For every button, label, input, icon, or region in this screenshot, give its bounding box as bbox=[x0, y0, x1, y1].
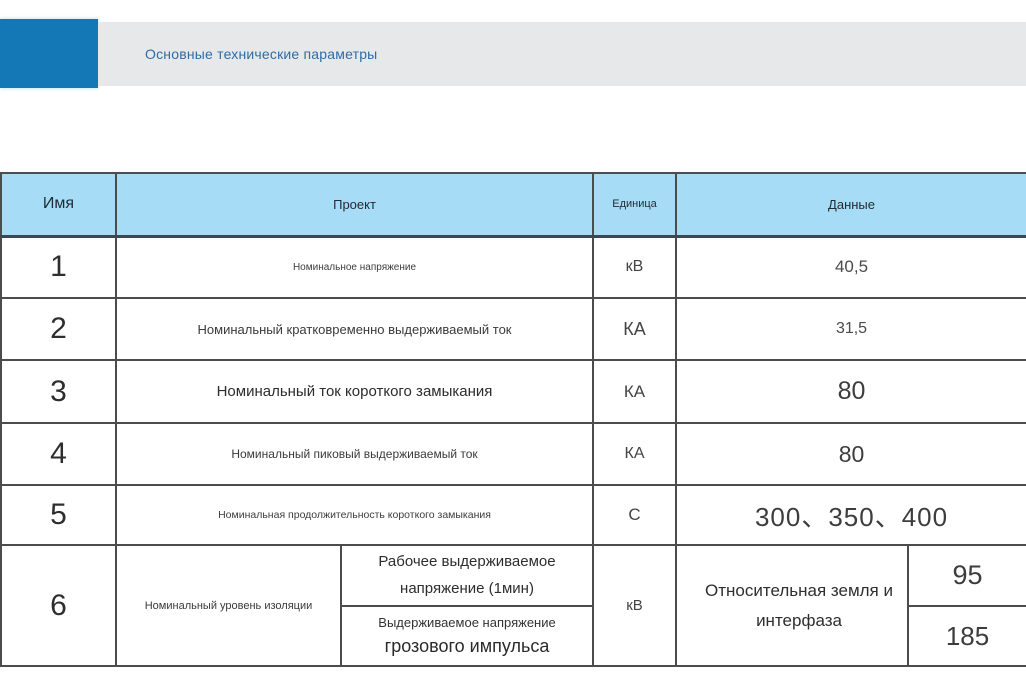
sub-parameter-line: грозового импульса bbox=[384, 635, 550, 656]
header-accent-block bbox=[0, 19, 98, 88]
column-header-data: Данные bbox=[675, 172, 1026, 238]
table-row: 5 Номинальная продолжительность коротког… bbox=[0, 484, 1026, 546]
table-row: 3 Номинальный ток короткого замыкания КА… bbox=[0, 359, 1026, 424]
page-title: Основные технические параметры bbox=[145, 46, 378, 62]
row-unit: КА bbox=[592, 297, 678, 361]
row-value: 300、350、400 bbox=[675, 484, 1026, 546]
data-condition-line: Относительная земля и bbox=[705, 580, 893, 600]
column-header-unit: Единица bbox=[592, 172, 678, 238]
table-row-insulation-bottom: Выдерживаемое напряжение грозового импул… bbox=[1, 605, 1026, 667]
sub-parameter-line: Выдерживаемое напряжение bbox=[378, 615, 556, 630]
row-parameter-label: Номинальный ток короткого замыкания bbox=[114, 359, 595, 424]
row-parameter-label: Номинальная продолжительность короткого … bbox=[114, 484, 595, 546]
row-number: 2 bbox=[0, 297, 117, 361]
row-value: 40,5 bbox=[675, 235, 1026, 299]
row-number: 6 bbox=[0, 544, 117, 667]
row-value: 80 bbox=[675, 422, 1026, 486]
column-header-project: Проект bbox=[114, 172, 595, 238]
data-condition-line: интерфаза bbox=[756, 610, 842, 630]
column-header-name: Имя bbox=[0, 172, 117, 238]
row-number: 3 bbox=[0, 359, 117, 424]
row-parameter-label: Номинальное напряжение bbox=[114, 235, 595, 299]
row-number: 5 bbox=[0, 484, 117, 546]
row-unit: С bbox=[592, 484, 678, 546]
table-header-row: Имя Проект Единица Данные bbox=[0, 172, 1026, 238]
row-value: 95 bbox=[907, 544, 1026, 607]
row-unit: кВ bbox=[592, 544, 678, 667]
row-number: 1 bbox=[0, 235, 117, 299]
table-row: 2 Номинальный кратковременно выдерживаем… bbox=[0, 297, 1026, 361]
row-number: 4 bbox=[0, 422, 117, 486]
sub-parameter-line: Рабочее выдерживаемое bbox=[378, 553, 556, 571]
row-unit: КА bbox=[592, 422, 678, 486]
table-row-insulation-top: 6 Номинальный уровень изоляции Рабочее в… bbox=[0, 544, 1026, 667]
row-parameter-label: Номинальный пиковый выдерживаемый ток bbox=[114, 422, 595, 486]
table-row: 1 Номинальное напряжение кВ 40,5 bbox=[0, 235, 1026, 299]
row-parameter-label: Номинальный кратковременно выдерживаемый… bbox=[114, 297, 595, 361]
row-value: 31,5 bbox=[675, 297, 1026, 361]
sub-parameter-line: напряжение (1мин) bbox=[400, 579, 534, 597]
row-parameter-label: Номинальный уровень изоляции bbox=[115, 544, 342, 667]
parameters-table: Имя Проект Единица Данные 1 Номинальное … bbox=[0, 172, 1026, 667]
sub-parameter-power-frequency: Рабочее выдерживаемое напряжение (1мин) bbox=[339, 544, 595, 607]
row-value: 185 bbox=[907, 605, 1026, 667]
header-bar: Основные технические параметры bbox=[98, 22, 1026, 86]
sub-parameter-lightning-impulse: Выдерживаемое напряжение грозового импул… bbox=[339, 605, 595, 667]
table-row: 4 Номинальный пиковый выдерживаемый ток … bbox=[0, 422, 1026, 486]
row-unit: КА bbox=[592, 359, 678, 424]
row-value: 80 bbox=[675, 359, 1026, 424]
data-condition-label: Относительная земля и интерфаза bbox=[675, 544, 910, 667]
row-unit: кВ bbox=[592, 235, 678, 299]
